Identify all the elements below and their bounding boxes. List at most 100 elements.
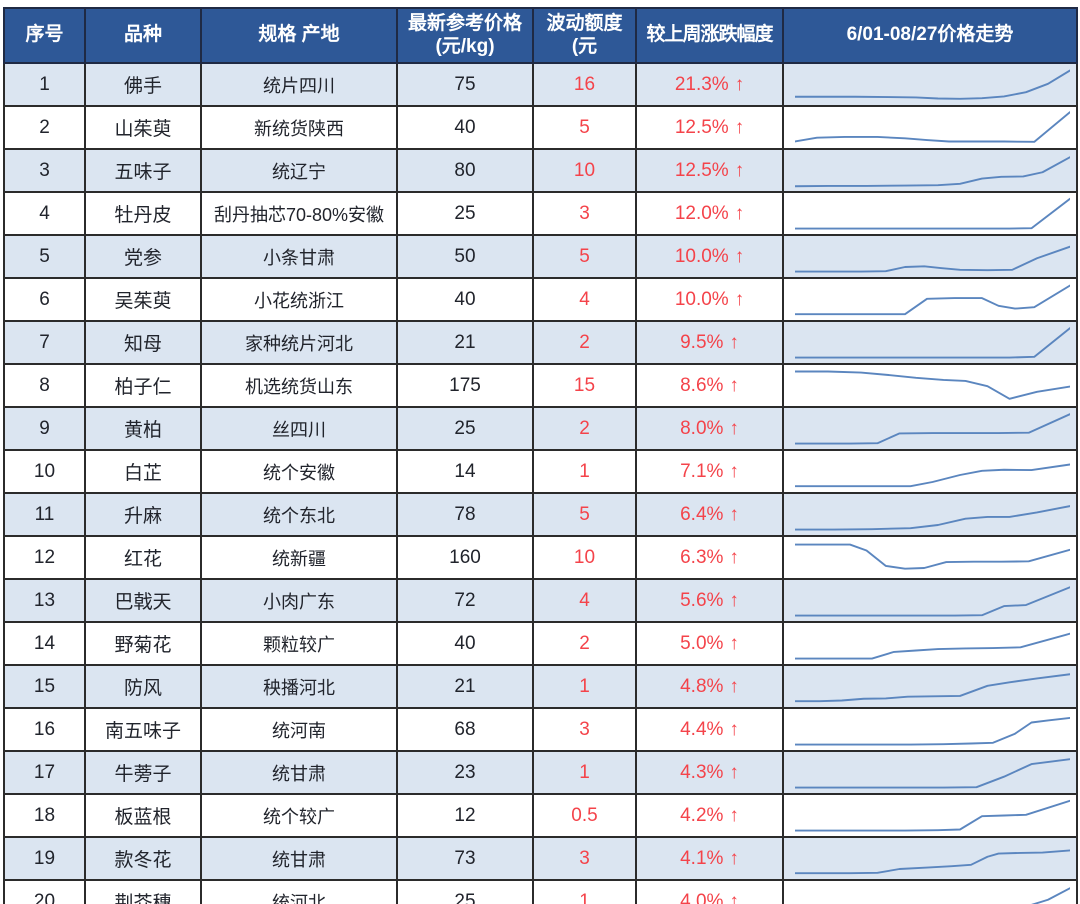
cell-variety: 吴茱萸 xyxy=(84,277,202,322)
cell-fluctuation: 4 xyxy=(532,578,637,623)
change-percent: 8.0% xyxy=(680,417,724,439)
cell-variety: 柏子仁 xyxy=(84,363,202,408)
cell-variety: 巴戟天 xyxy=(84,578,202,623)
trend-sparkline xyxy=(795,325,1070,360)
col-header-spec-origin: 规格 产地 xyxy=(200,7,398,64)
cell-trend xyxy=(782,449,1078,494)
cell-fluctuation: 1 xyxy=(532,664,637,709)
change-percent: 9.5% xyxy=(680,331,724,353)
cell-trend xyxy=(782,535,1078,580)
cell-variety: 板蓝根 xyxy=(84,793,202,838)
cell-change: 5.0% ↑ xyxy=(635,621,784,666)
trend-sparkline xyxy=(795,368,1070,403)
header-row: 序号 品种 规格 产地 最新参考价格 (元/kg) 波动额度 (元 较上周涨跌幅… xyxy=(3,7,1078,64)
cell-trend xyxy=(782,148,1078,193)
up-arrow-icon: ↑ xyxy=(729,632,739,654)
cell-variety: 荆芥穗 xyxy=(84,879,202,904)
cell-fluctuation: 10 xyxy=(532,148,637,193)
cell-index: 2 xyxy=(3,105,86,150)
cell-fluctuation: 1 xyxy=(532,750,637,795)
cell-change: 10.0% ↑ xyxy=(635,277,784,322)
change-percent: 21.3% xyxy=(674,73,729,95)
up-arrow-icon: ↑ xyxy=(734,245,745,267)
table-row: 3 五味子 统辽宁 80 10 12.5% ↑ xyxy=(3,148,1078,193)
cell-spec-origin: 统甘肃 xyxy=(200,836,398,881)
cell-price: 14 xyxy=(396,449,534,494)
cell-spec-origin: 统河南 xyxy=(200,707,398,752)
cell-index: 12 xyxy=(3,535,86,580)
cell-spec-origin: 秧播河北 xyxy=(200,664,398,709)
cell-index: 20 xyxy=(3,879,86,904)
col-header-change: 较上周涨跌幅度 xyxy=(635,7,784,64)
cell-variety: 牡丹皮 xyxy=(84,191,202,236)
table-header: 序号 品种 规格 产地 最新参考价格 (元/kg) 波动额度 (元 较上周涨跌幅… xyxy=(3,7,1078,64)
cell-fluctuation: 4 xyxy=(532,277,637,322)
cell-spec-origin: 小条甘肃 xyxy=(200,234,398,279)
cell-change: 12.0% ↑ xyxy=(635,191,784,236)
table-row: 10 白芷 统个安徽 14 1 7.1% ↑ xyxy=(3,449,1078,494)
cell-price: 21 xyxy=(396,320,534,365)
change-percent: 10.0% xyxy=(674,288,729,310)
cell-price: 72 xyxy=(396,578,534,623)
col-header-fluctuation: 波动额度 (元 xyxy=(532,7,637,64)
cell-price: 25 xyxy=(396,406,534,451)
cell-fluctuation: 0.5 xyxy=(532,793,637,838)
cell-price: 68 xyxy=(396,707,534,752)
cell-trend xyxy=(782,578,1078,623)
cell-index: 11 xyxy=(3,492,86,537)
cell-change: 6.3% ↑ xyxy=(635,535,784,580)
cell-index: 15 xyxy=(3,664,86,709)
cell-index: 3 xyxy=(3,148,86,193)
trend-sparkline xyxy=(795,712,1070,747)
cell-spec-origin: 机选统货山东 xyxy=(200,363,398,408)
change-percent: 5.0% xyxy=(680,632,724,654)
table-row: 9 黄柏 丝四川 25 2 8.0% ↑ xyxy=(3,406,1078,451)
up-arrow-icon: ↑ xyxy=(729,546,739,568)
cell-change: 7.1% ↑ xyxy=(635,449,784,494)
cell-price: 40 xyxy=(396,105,534,150)
cell-index: 6 xyxy=(3,277,86,322)
trend-sparkline xyxy=(795,755,1070,790)
change-percent: 4.2% xyxy=(680,804,724,826)
cell-variety: 白芷 xyxy=(84,449,202,494)
cell-change: 4.0% ↑ xyxy=(635,879,784,904)
up-arrow-icon: ↑ xyxy=(729,417,739,439)
up-arrow-icon: ↑ xyxy=(729,761,739,783)
cell-change: 12.5% ↑ xyxy=(635,148,784,193)
cell-index: 13 xyxy=(3,578,86,623)
up-arrow-icon: ↑ xyxy=(729,675,739,697)
cell-fluctuation: 3 xyxy=(532,707,637,752)
cell-fluctuation: 10 xyxy=(532,535,637,580)
cell-spec-origin: 新统货陕西 xyxy=(200,105,398,150)
cell-index: 10 xyxy=(3,449,86,494)
cell-price: 50 xyxy=(396,234,534,279)
up-arrow-icon: ↑ xyxy=(729,718,739,740)
cell-index: 17 xyxy=(3,750,86,795)
cell-change: 5.6% ↑ xyxy=(635,578,784,623)
cell-spec-origin: 统片四川 xyxy=(200,62,398,107)
table-row: 19 款冬花 统甘肃 73 3 4.1% ↑ xyxy=(3,836,1078,881)
cell-index: 9 xyxy=(3,406,86,451)
cell-trend xyxy=(782,492,1078,537)
change-percent: 7.1% xyxy=(680,460,724,482)
col-header-price: 最新参考价格 (元/kg) xyxy=(396,7,534,64)
table-row: 4 牡丹皮 刮丹抽芯70-80%安徽 25 3 12.0% ↑ xyxy=(3,191,1078,236)
cell-variety: 红花 xyxy=(84,535,202,580)
cell-change: 8.6% ↑ xyxy=(635,363,784,408)
cell-variety: 知母 xyxy=(84,320,202,365)
trend-sparkline xyxy=(795,196,1070,231)
change-percent: 12.5% xyxy=(674,116,729,138)
cell-change: 21.3% ↑ xyxy=(635,62,784,107)
cell-variety: 佛手 xyxy=(84,62,202,107)
change-percent: 12.5% xyxy=(674,159,729,181)
cell-price: 73 xyxy=(396,836,534,881)
table-row: 6 吴茱萸 小花统浙江 40 4 10.0% ↑ xyxy=(3,277,1078,322)
cell-change: 4.8% ↑ xyxy=(635,664,784,709)
cell-trend xyxy=(782,664,1078,709)
cell-fluctuation: 2 xyxy=(532,406,637,451)
cell-price: 40 xyxy=(396,277,534,322)
table-row: 7 知母 家种统片河北 21 2 9.5% ↑ xyxy=(3,320,1078,365)
up-arrow-icon: ↑ xyxy=(729,374,739,396)
table-row: 17 牛蒡子 统甘肃 23 1 4.3% ↑ xyxy=(3,750,1078,795)
cell-index: 4 xyxy=(3,191,86,236)
